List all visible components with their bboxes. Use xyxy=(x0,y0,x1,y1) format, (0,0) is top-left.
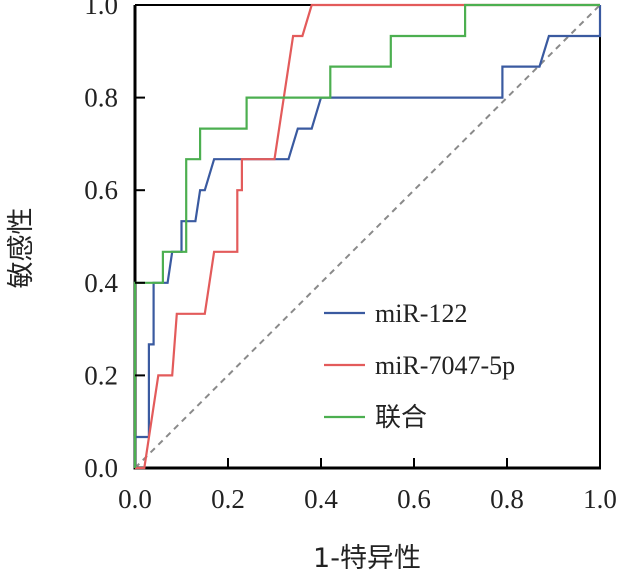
y-axis-ticks: 0.0 0.2 0.4 0.6 0.8 1.0 xyxy=(84,0,145,483)
x-tick-label: 0.0 xyxy=(118,484,152,514)
y-tick-label: 0.0 xyxy=(84,453,118,483)
x-tick-label: 0.2 xyxy=(211,484,245,514)
x-tick-label: 0.8 xyxy=(490,484,524,514)
legend-label-1: miR-7047-5p xyxy=(375,351,515,380)
y-tick-label: 0.2 xyxy=(84,360,118,390)
y-axis-title: 敏感性 xyxy=(6,208,37,289)
series-lines xyxy=(133,3,602,470)
y-tick-label: 1.0 xyxy=(84,0,118,20)
series-line-2 xyxy=(133,3,600,468)
x-axis-ticks: 0.0 0.2 0.4 0.6 0.8 1.0 xyxy=(118,458,617,514)
x-tick-label: 0.6 xyxy=(397,484,431,514)
x-tick-label: 1.0 xyxy=(583,484,617,514)
series-line-1 xyxy=(135,3,600,470)
legend: miR-122 miR-7047-5p 联合 xyxy=(324,299,515,432)
x-axis-title: 1-特异性 xyxy=(313,543,421,574)
plot-frame xyxy=(133,4,601,470)
reference-diagonal-line xyxy=(134,4,601,469)
y-tick-label: 0.8 xyxy=(84,83,118,113)
x-tick-label: 0.4 xyxy=(304,484,338,514)
reference-diagonal xyxy=(134,4,601,469)
y-tick-label: 0.4 xyxy=(84,268,118,298)
legend-label-0: miR-122 xyxy=(375,299,467,328)
y-tick-label: 0.6 xyxy=(84,175,118,205)
legend-label-2: 联合 xyxy=(375,403,427,432)
series-line-0 xyxy=(133,5,602,468)
